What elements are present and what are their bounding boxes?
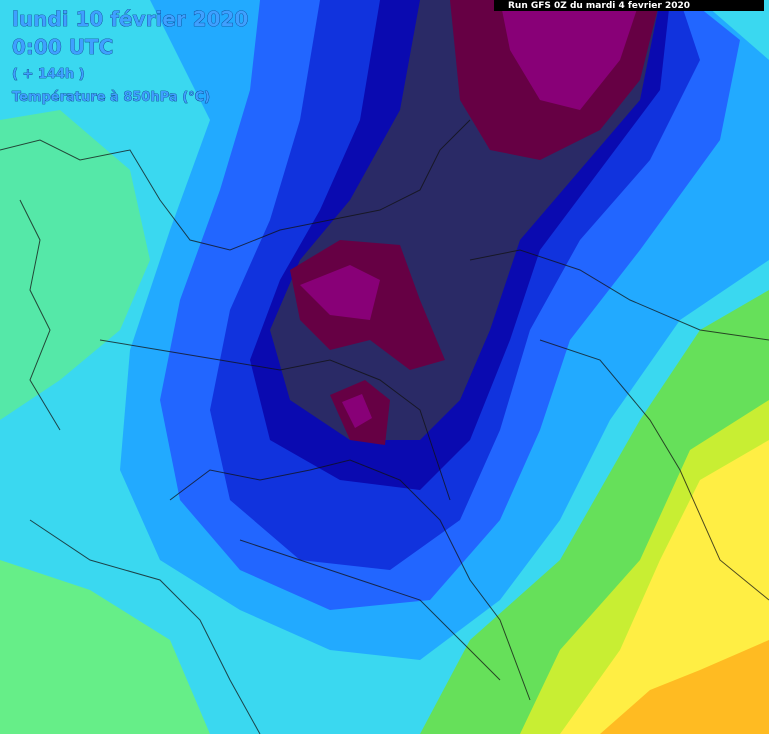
field-green-sw <box>0 560 210 734</box>
date-label: lundi 10 février 2020 <box>12 7 248 31</box>
border-line <box>169 459 531 701</box>
field-magenta-north <box>500 0 640 110</box>
border-line <box>239 539 501 681</box>
border-line <box>19 199 61 431</box>
time-label: 0:00 UTC <box>12 35 113 59</box>
lead-label: ( + 144h ) <box>12 67 85 82</box>
border-line <box>99 339 451 501</box>
field-magenta-south <box>342 394 372 428</box>
field-yellow <box>560 440 769 734</box>
border-line <box>29 519 261 734</box>
border-line <box>469 249 769 341</box>
run-label: Run GFS 0Z du mardi 4 fevrier 2020 <box>508 1 690 11</box>
field-green-west <box>0 110 150 420</box>
run-banner <box>494 0 764 11</box>
field-orange <box>600 640 769 734</box>
border-line <box>0 119 471 251</box>
field-magenta-center <box>300 265 380 320</box>
border-line <box>539 339 769 601</box>
field-label: Température à 850hPa (°C) <box>12 90 210 105</box>
